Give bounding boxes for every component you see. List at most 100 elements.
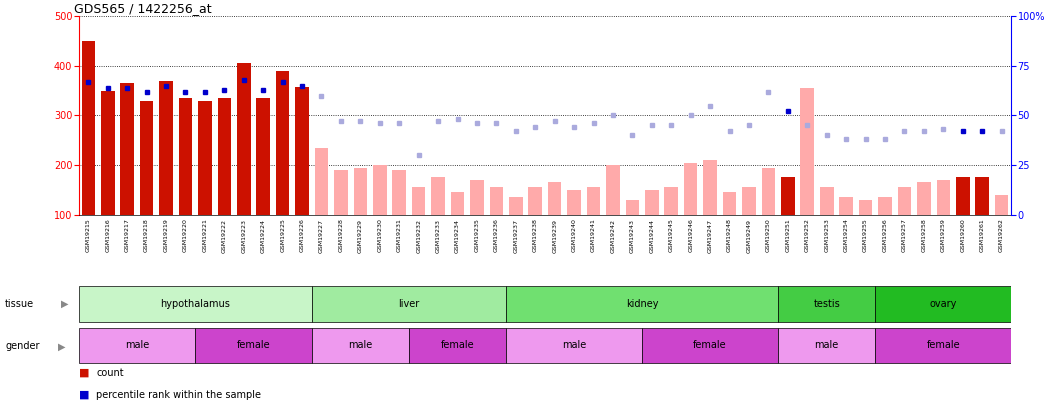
Bar (742, 188, 756, 215)
Text: GSM19239: GSM19239 (552, 219, 558, 253)
Bar (79, 286, 312, 322)
Text: GSM19238: GSM19238 (532, 219, 538, 252)
Text: GSM19247: GSM19247 (707, 219, 713, 253)
Text: GSM19253: GSM19253 (824, 219, 829, 252)
Bar (506, 286, 778, 322)
Text: ■: ■ (79, 390, 89, 400)
Bar (198, 100, 212, 215)
Text: GSM19254: GSM19254 (844, 219, 849, 252)
Text: GSM19220: GSM19220 (183, 219, 188, 252)
Text: GSM19259: GSM19259 (941, 219, 945, 252)
Text: male: male (125, 340, 149, 350)
Bar (373, 165, 387, 215)
Text: GSM19229: GSM19229 (357, 219, 363, 253)
Text: GSM19245: GSM19245 (669, 219, 674, 252)
Text: female: female (694, 340, 727, 350)
Bar (82, 41, 95, 215)
Text: male: male (814, 340, 838, 350)
Bar (471, 180, 484, 215)
Bar (257, 98, 270, 215)
Bar (762, 168, 776, 215)
Bar (703, 160, 717, 215)
Text: GSM19241: GSM19241 (591, 219, 596, 252)
Bar (839, 197, 853, 215)
Bar (820, 188, 833, 215)
Bar (218, 98, 232, 215)
Bar (858, 200, 872, 215)
Bar (723, 192, 737, 215)
Text: GSM19249: GSM19249 (746, 219, 751, 253)
Bar (101, 91, 114, 215)
Text: GSM19252: GSM19252 (805, 219, 810, 252)
Text: GSM19251: GSM19251 (785, 219, 790, 252)
Text: GSM19225: GSM19225 (280, 219, 285, 252)
Bar (956, 177, 969, 215)
Text: tissue: tissue (5, 299, 35, 309)
Text: GSM19227: GSM19227 (319, 219, 324, 253)
Text: GSM19236: GSM19236 (494, 219, 499, 252)
Text: ▶: ▶ (61, 299, 68, 309)
Text: GSM19231: GSM19231 (397, 219, 401, 252)
Bar (995, 195, 1008, 215)
Text: GSM19235: GSM19235 (475, 219, 479, 252)
Bar (875, 328, 1011, 362)
Text: GSM19244: GSM19244 (650, 219, 654, 253)
Bar (664, 188, 678, 215)
Text: GSM19234: GSM19234 (455, 219, 460, 253)
Bar (432, 177, 445, 215)
Bar (778, 286, 875, 322)
Text: testis: testis (813, 299, 840, 309)
Bar (296, 87, 309, 215)
Text: GSM19262: GSM19262 (999, 219, 1004, 252)
Text: ▶: ▶ (58, 341, 65, 351)
Text: male: male (348, 340, 372, 350)
Bar (412, 188, 425, 215)
Bar (587, 188, 601, 215)
Bar (451, 192, 464, 215)
Text: GSM19242: GSM19242 (611, 219, 615, 253)
Bar (159, 81, 173, 215)
Text: GSM19228: GSM19228 (339, 219, 344, 252)
Text: GSM19255: GSM19255 (864, 219, 868, 252)
Bar (276, 71, 289, 215)
Text: GSM19219: GSM19219 (163, 219, 169, 252)
Text: GSM19248: GSM19248 (727, 219, 733, 252)
Text: GSM19218: GSM19218 (145, 219, 149, 252)
Bar (489, 188, 503, 215)
Bar (334, 170, 348, 215)
Text: GSM19221: GSM19221 (202, 219, 208, 252)
Bar (684, 162, 698, 215)
Text: hypothalamus: hypothalamus (160, 299, 231, 309)
Bar (353, 168, 367, 215)
Bar (917, 182, 931, 215)
Bar (409, 328, 506, 362)
Bar (642, 328, 778, 362)
Text: GSM19230: GSM19230 (377, 219, 383, 252)
Bar (937, 180, 951, 215)
Bar (178, 98, 192, 215)
Text: GSM19223: GSM19223 (241, 219, 246, 253)
Bar (528, 188, 542, 215)
Text: GSM19261: GSM19261 (980, 219, 985, 252)
Text: male: male (562, 340, 586, 350)
Bar (878, 197, 892, 215)
Text: female: female (237, 340, 270, 350)
Bar (312, 328, 409, 362)
Bar (139, 100, 153, 215)
Text: liver: liver (398, 299, 419, 309)
Bar (314, 148, 328, 215)
Bar (875, 286, 1011, 322)
Text: GSM19224: GSM19224 (261, 219, 266, 253)
Bar (506, 328, 642, 362)
Text: GSM19256: GSM19256 (882, 219, 888, 252)
Bar (898, 188, 912, 215)
Text: GDS565 / 1422256_at: GDS565 / 1422256_at (74, 2, 212, 15)
Text: GSM19257: GSM19257 (902, 219, 907, 252)
Text: GSM19250: GSM19250 (766, 219, 771, 252)
Text: GSM19243: GSM19243 (630, 219, 635, 253)
Bar (237, 63, 250, 215)
Bar (121, 83, 134, 215)
Bar (976, 177, 989, 215)
Bar (781, 177, 794, 215)
Bar (778, 328, 875, 362)
